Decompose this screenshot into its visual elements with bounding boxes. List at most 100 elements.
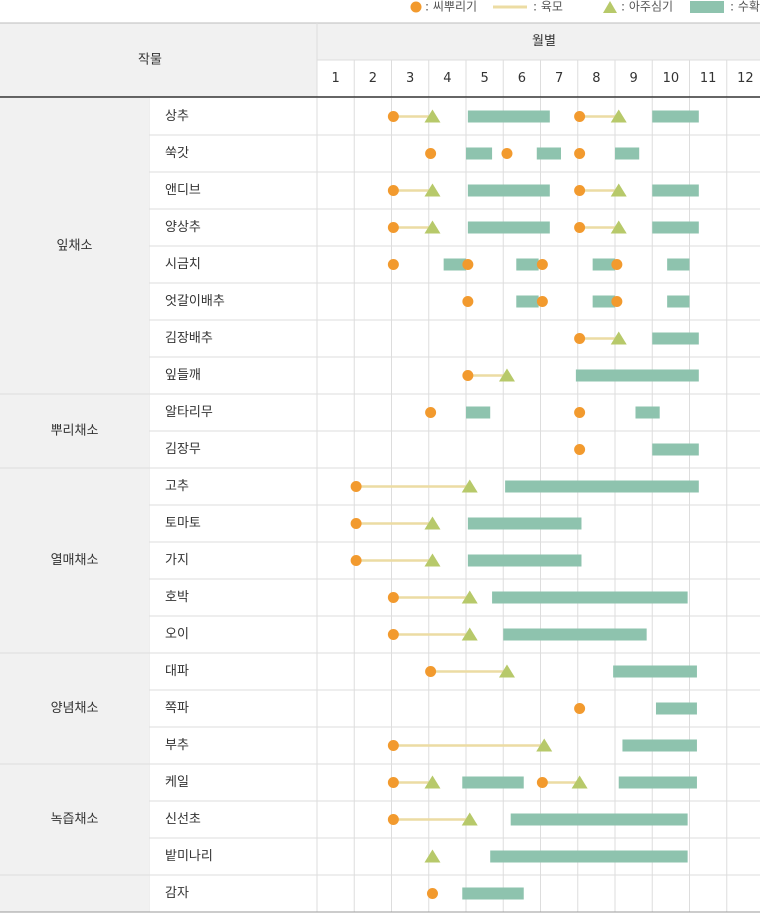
- sowing-dot: [574, 444, 586, 455]
- harvest-bar: [467, 184, 550, 197]
- month-label: 6: [518, 71, 526, 86]
- month-label: 2: [369, 71, 377, 86]
- planting-triangle: [424, 553, 441, 567]
- crop-label: 부추: [165, 738, 189, 753]
- crop-label: 앤디브: [165, 183, 201, 198]
- crop-label: 양상추: [165, 220, 201, 235]
- crop-label: 엇갈이배추: [165, 294, 225, 309]
- harvest-bar: [667, 258, 690, 271]
- harvest-bar: [635, 406, 660, 419]
- harvest-bar: [652, 221, 699, 234]
- sowing-dot: [387, 222, 399, 233]
- harvest-bar: [467, 517, 582, 530]
- group-cell: [0, 875, 149, 912]
- sowing-dot: [387, 185, 399, 196]
- sowing-dot: [574, 185, 586, 196]
- group-label: 양념채소: [51, 701, 99, 716]
- planting-triangle: [498, 368, 515, 382]
- month-label: 5: [480, 71, 488, 86]
- crop-label: 감자: [165, 886, 189, 901]
- harvest-bar: [505, 480, 699, 493]
- planting-triangle: [461, 590, 478, 604]
- crop-label: 호박: [165, 590, 189, 605]
- crop-label: 오이: [165, 627, 189, 642]
- planting-triangle: [424, 849, 441, 863]
- sowing-dot: [387, 111, 399, 122]
- legend-label: : 수확: [730, 0, 760, 14]
- planting-triangle: [610, 183, 627, 197]
- sowing-dot: [501, 148, 513, 159]
- harvest-bar: [467, 221, 550, 234]
- group-label: 열매채소: [51, 553, 99, 568]
- sowing-dot: [426, 888, 438, 899]
- planting-triangle: [424, 109, 441, 123]
- sowing-dot: [350, 518, 362, 529]
- sowing-dot: [387, 814, 399, 825]
- harvest-bar: [467, 554, 582, 567]
- sowing-dot: [462, 370, 474, 381]
- sowing-dot: [387, 592, 399, 603]
- month-label: 10: [663, 71, 680, 86]
- harvest-bar: [575, 369, 699, 382]
- crop-column-header: 작물: [138, 53, 162, 68]
- crop-label: 쪽파: [165, 701, 189, 716]
- crop-label: 대파: [165, 664, 189, 679]
- crop-label: 잎들깨: [165, 368, 201, 383]
- sowing-dot: [350, 555, 362, 566]
- sowing-dot: [462, 259, 474, 270]
- month-label: 7: [555, 71, 563, 86]
- month-label: 8: [592, 71, 600, 86]
- group-label: 녹즙채소: [51, 812, 99, 827]
- planting-triangle: [610, 109, 627, 123]
- sowing-dot: [350, 481, 362, 492]
- legend-label: : 씨뿌리기: [425, 0, 477, 14]
- harvest-bar: [466, 147, 493, 160]
- group-label: 잎채소: [57, 239, 93, 254]
- planting-triangle: [424, 220, 441, 234]
- harvest-bar: [592, 258, 615, 271]
- legend-harvest-bar: [690, 1, 724, 13]
- sowing-dot: [536, 777, 548, 788]
- schedule-marks: [350, 109, 699, 900]
- planting-triangle: [461, 627, 478, 641]
- crop-label: 가지: [165, 553, 189, 568]
- planting-triangle: [424, 775, 441, 789]
- harvest-bar: [655, 702, 697, 715]
- sowing-dot: [462, 296, 474, 307]
- crop-label: 신선초: [165, 812, 201, 827]
- sowing-dot: [387, 629, 399, 640]
- sowing-dot: [387, 259, 399, 270]
- crop-label: 시금치: [165, 257, 201, 272]
- sowing-dot: [425, 407, 437, 418]
- harvest-bar: [652, 110, 699, 123]
- crop-label: 김장배추: [165, 331, 213, 346]
- sowing-dot: [574, 333, 586, 344]
- harvest-bar: [622, 739, 697, 752]
- sowing-dot: [574, 111, 586, 122]
- crop-label: 김장무: [165, 442, 201, 457]
- planting-triangle: [461, 479, 478, 493]
- group-cell: [0, 764, 149, 875]
- harvest-bar: [667, 295, 690, 308]
- crop-label: 상추: [165, 109, 189, 124]
- crop-label: 알타리무: [165, 405, 213, 420]
- planting-triangle: [498, 664, 515, 678]
- harvest-bar: [615, 147, 640, 160]
- sowing-dot: [574, 407, 586, 418]
- harvest-bar: [443, 258, 466, 271]
- group-cell: [0, 468, 149, 653]
- harvest-bar: [510, 813, 688, 826]
- group-cell: [0, 394, 149, 468]
- legend-label: : 아주심기: [621, 0, 673, 14]
- legend: : 씨뿌리기: 육모: 아주심기: 수확: [410, 0, 760, 14]
- month-header-row: [317, 60, 760, 97]
- harvest-bar: [503, 628, 647, 641]
- harvest-bar: [618, 776, 697, 789]
- harvest-bar: [467, 110, 550, 123]
- harvest-bar: [592, 295, 615, 308]
- harvest-bar: [516, 295, 539, 308]
- month-label: 11: [700, 71, 717, 86]
